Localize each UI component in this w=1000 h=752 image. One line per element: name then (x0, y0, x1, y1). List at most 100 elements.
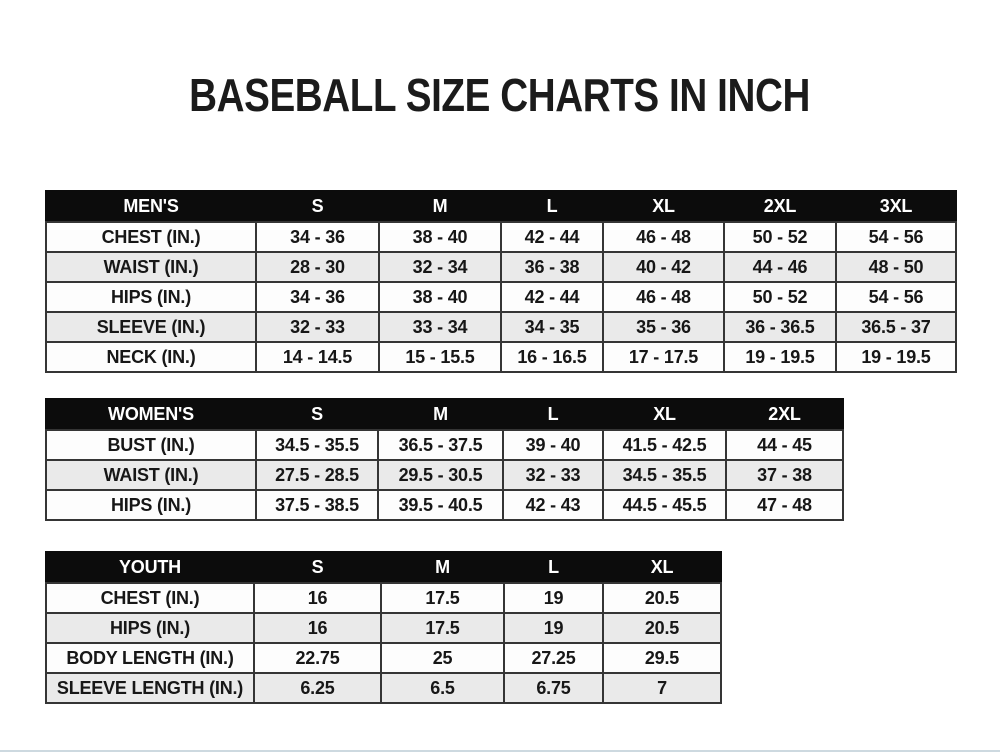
measurement-label: WAIST (IN.) (45, 251, 257, 283)
size-value-cell: 6.75 (503, 672, 604, 704)
size-column-header: L (502, 398, 604, 431)
size-value-cell: 34 - 36 (255, 221, 380, 253)
table-row: HIPS (IN.) 34 - 36 38 - 40 42 - 44 46 - 48 50… (45, 281, 957, 313)
size-value-cell: 39.5 - 40.5 (377, 489, 504, 521)
size-value-cell: 38 - 40 (378, 281, 502, 313)
size-value-cell: 32 - 33 (502, 459, 604, 491)
table-row: WAIST (IN.) 28 - 30 32 - 34 36 - 38 40 - 42 4… (45, 251, 957, 283)
size-value-cell: 19 (503, 582, 604, 614)
size-value-cell: 34.5 - 35.5 (255, 429, 379, 461)
size-value-cell: 34.5 - 35.5 (602, 459, 727, 491)
size-value-cell: 19 - 19.5 (723, 341, 837, 373)
size-value-cell: 48 - 50 (835, 251, 957, 283)
size-column-header: XL (602, 551, 722, 584)
size-value-cell: 16 (253, 582, 382, 614)
size-value-cell: 34 - 35 (500, 311, 604, 343)
size-value-cell: 44 - 46 (723, 251, 837, 283)
measurement-label: NECK (IN.) (45, 341, 257, 373)
table-row: HIPS (IN.) 16 17.5 19 20.5 (45, 612, 722, 644)
size-value-cell: 37.5 - 38.5 (255, 489, 379, 521)
youth-table-title-cell: YOUTH (45, 551, 255, 584)
measurement-label: HIPS (IN.) (45, 281, 257, 313)
size-value-cell: 50 - 52 (723, 281, 837, 313)
size-value-cell: 40 - 42 (602, 251, 725, 283)
table-row: CHEST (IN.) 34 - 36 38 - 40 42 - 44 46 - 48 5… (45, 221, 957, 253)
size-value-cell: 6.25 (253, 672, 382, 704)
size-value-cell: 22.75 (253, 642, 382, 674)
size-column-header: S (253, 551, 382, 584)
table-row: WAIST (IN.) 27.5 - 28.5 29.5 - 30.5 32 - 33… (45, 459, 844, 491)
size-value-cell: 27.25 (503, 642, 604, 674)
measurement-label: HIPS (IN.) (45, 489, 257, 521)
page-title: BASEBALL SIZE CHARTS IN INCH (0, 72, 1000, 118)
size-value-cell: 19 - 19.5 (835, 341, 957, 373)
size-value-cell: 36 - 36.5 (723, 311, 837, 343)
size-value-cell: 42 - 44 (500, 281, 604, 313)
size-value-cell: 46 - 48 (602, 281, 725, 313)
size-column-header: L (500, 190, 604, 223)
size-value-cell: 37 - 38 (725, 459, 844, 491)
size-value-cell: 41.5 - 42.5 (602, 429, 727, 461)
page-title-text: BASEBALL SIZE CHARTS IN INCH (189, 69, 811, 121)
size-value-cell: 35 - 36 (602, 311, 725, 343)
mens-size-table: MEN'S S M L XL 2XL 3XL CHEST (IN.) 34 - 36 38 - 4… (45, 190, 957, 373)
measurement-label: SLEEVE LENGTH (IN.) (45, 672, 255, 704)
size-value-cell: 50 - 52 (723, 221, 837, 253)
size-value-cell: 17.5 (380, 612, 505, 644)
measurement-label: CHEST (IN.) (45, 221, 257, 253)
measurement-label: HIPS (IN.) (45, 612, 255, 644)
size-value-cell: 34 - 36 (255, 281, 380, 313)
youth-size-table: YOUTH S M L XL CHEST (IN.) 16 17.5 19 20.5 HIPS (I… (45, 551, 722, 704)
mens-table-title-cell: MEN'S (45, 190, 257, 223)
size-value-cell: 46 - 48 (602, 221, 725, 253)
size-value-cell: 54 - 56 (835, 221, 957, 253)
size-value-cell: 42 - 44 (500, 221, 604, 253)
size-column-header: M (378, 190, 502, 223)
size-value-cell: 29.5 (602, 642, 722, 674)
size-value-cell: 33 - 34 (378, 311, 502, 343)
size-value-cell: 6.5 (380, 672, 505, 704)
size-value-cell: 36.5 - 37.5 (377, 429, 504, 461)
table-row: CHEST (IN.) 16 17.5 19 20.5 (45, 582, 722, 614)
size-column-header: 3XL (835, 190, 957, 223)
mens-header-row: MEN'S S M L XL 2XL 3XL (45, 190, 957, 223)
size-column-header: L (503, 551, 604, 584)
size-value-cell: 36 - 38 (500, 251, 604, 283)
table-row: NECK (IN.) 14 - 14.5 15 - 15.5 16 - 16.5 17 … (45, 341, 957, 373)
size-value-cell: 29.5 - 30.5 (377, 459, 504, 491)
size-value-cell: 28 - 30 (255, 251, 380, 283)
womens-header-row: WOMEN'S S M L XL 2XL (45, 398, 844, 431)
size-value-cell: 7 (602, 672, 722, 704)
size-value-cell: 14 - 14.5 (255, 341, 380, 373)
size-column-header: XL (602, 190, 725, 223)
size-value-cell: 25 (380, 642, 505, 674)
table-row: SLEEVE (IN.) 32 - 33 33 - 34 34 - 35 35 - 36… (45, 311, 957, 343)
size-value-cell: 20.5 (602, 612, 722, 644)
size-column-header: 2XL (725, 398, 844, 431)
size-value-cell: 20.5 (602, 582, 722, 614)
table-row: BODY LENGTH (IN.) 22.75 25 27.25 29.5 (45, 642, 722, 674)
size-value-cell: 19 (503, 612, 604, 644)
size-value-cell: 42 - 43 (502, 489, 604, 521)
size-column-header: XL (602, 398, 727, 431)
measurement-label: BODY LENGTH (IN.) (45, 642, 255, 674)
table-row: SLEEVE LENGTH (IN.) 6.25 6.5 6.75 7 (45, 672, 722, 704)
size-column-header: M (380, 551, 505, 584)
measurement-label: WAIST (IN.) (45, 459, 257, 491)
table-row: BUST (IN.) 34.5 - 35.5 36.5 - 37.5 39 - 40 4… (45, 429, 844, 461)
womens-table-title-cell: WOMEN'S (45, 398, 257, 431)
youth-header-row: YOUTH S M L XL (45, 551, 722, 584)
size-column-header: S (255, 190, 380, 223)
size-value-cell: 44 - 45 (725, 429, 844, 461)
measurement-label: SLEEVE (IN.) (45, 311, 257, 343)
size-column-header: M (377, 398, 504, 431)
size-value-cell: 32 - 33 (255, 311, 380, 343)
size-value-cell: 27.5 - 28.5 (255, 459, 379, 491)
size-value-cell: 17 - 17.5 (602, 341, 725, 373)
size-value-cell: 17.5 (380, 582, 505, 614)
measurement-label: CHEST (IN.) (45, 582, 255, 614)
size-value-cell: 54 - 56 (835, 281, 957, 313)
womens-size-table: WOMEN'S S M L XL 2XL BUST (IN.) 34.5 - 35.5 36.5… (45, 398, 844, 521)
size-value-cell: 36.5 - 37 (835, 311, 957, 343)
